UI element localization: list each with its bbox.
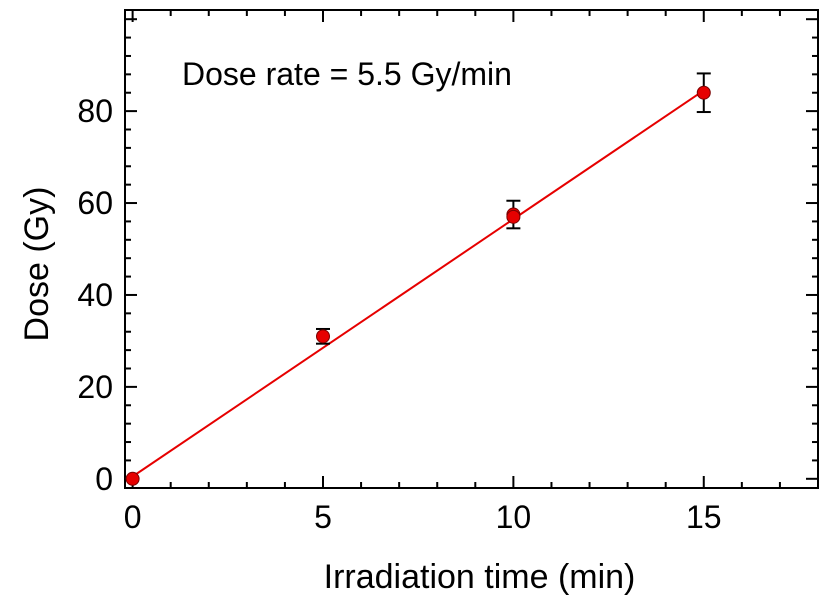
- plot-frame: [124, 9, 819, 489]
- x-tick-label: 0: [124, 499, 142, 535]
- x-axis-title: Irradiation time (min): [324, 558, 636, 596]
- axis-ticks: [125, 10, 819, 488]
- x-tick-label: 15: [686, 499, 722, 535]
- y-tick-label: 20: [77, 369, 113, 405]
- data-points: [125, 85, 711, 486]
- y-tick-label: 0: [95, 461, 113, 497]
- y-tick-label: 40: [77, 277, 113, 313]
- y-axis-title: Dose (Gy): [18, 187, 56, 342]
- x-tick-label: 10: [496, 499, 532, 535]
- data-point: [125, 471, 140, 486]
- fit-line: [132, 89, 705, 478]
- y-tick-labels: 0 20 40 60 80: [77, 93, 113, 497]
- dose-rate-annotation: Dose rate = 5.5 Gy/min: [182, 56, 512, 92]
- x-tick-label: 5: [314, 499, 332, 535]
- plot-border: [124, 9, 819, 489]
- y-tick-label: 80: [77, 93, 113, 129]
- x-tick-labels: 0 5 10 15: [124, 499, 722, 535]
- data-point: [506, 209, 521, 224]
- y-tick-label: 60: [77, 185, 113, 221]
- data-point: [696, 85, 711, 100]
- data-point: [316, 329, 330, 344]
- fit-line-group: [132, 89, 705, 478]
